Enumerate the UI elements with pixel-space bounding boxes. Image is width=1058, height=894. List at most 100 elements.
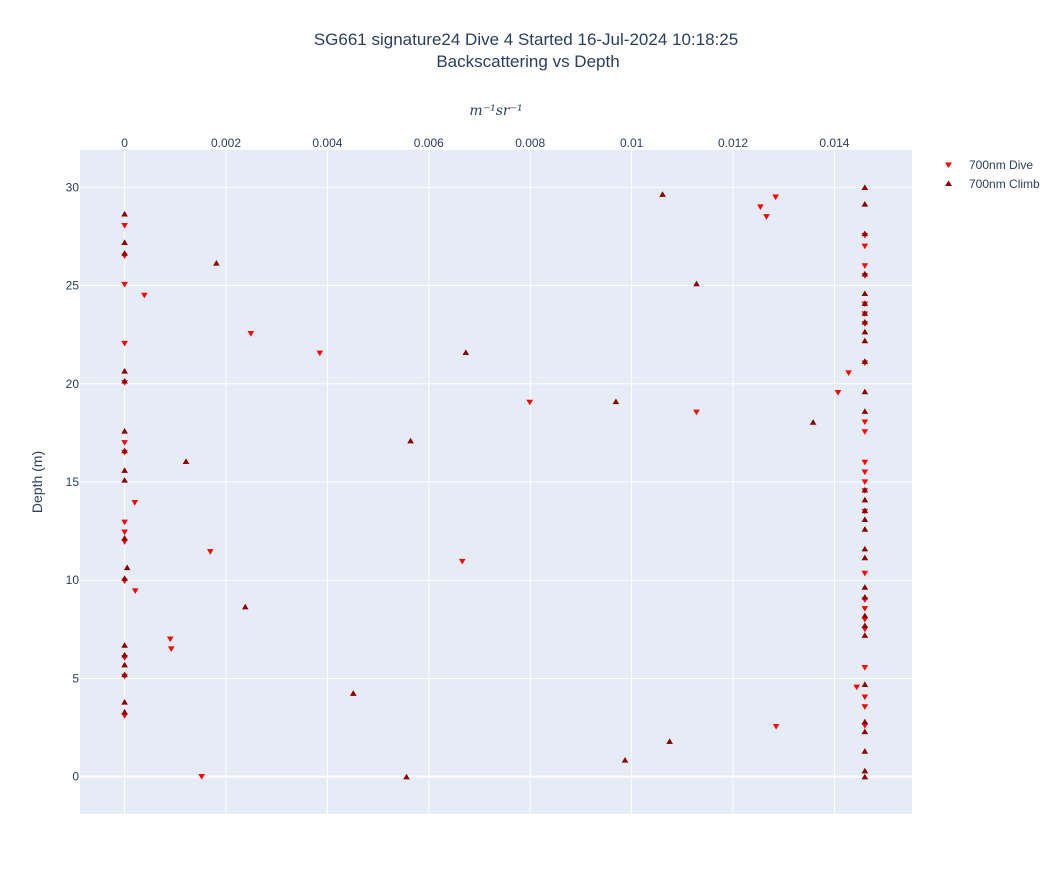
climb-marker <box>861 773 869 780</box>
legend-item-dive[interactable]: 700nm Dive <box>945 158 1033 172</box>
dive-marker <box>834 389 842 396</box>
dive-marker <box>861 263 869 269</box>
dive-marker <box>861 665 869 671</box>
climb-marker <box>861 681 869 687</box>
grid-lines <box>80 150 912 814</box>
climb-marker <box>861 358 869 364</box>
climb-marker <box>861 496 869 503</box>
dive-marker <box>141 292 148 299</box>
climb-marker <box>659 191 666 197</box>
dive-marker <box>861 626 869 633</box>
y-tick-label: 5 <box>72 671 79 685</box>
dive-marker <box>207 549 214 555</box>
dive-marker <box>247 331 255 337</box>
legend-climb-label: 700nm Climb <box>969 177 1040 191</box>
legend-climb-marker <box>945 180 952 186</box>
climb-marker <box>809 419 817 425</box>
climb-marker <box>121 250 128 256</box>
climb-marker <box>861 507 869 514</box>
dive-marker <box>121 222 128 229</box>
climb-marker <box>121 699 128 705</box>
climb-marker <box>407 437 414 444</box>
dive-marker <box>861 616 869 623</box>
x-axis-unit-label: m⁻¹sr⁻¹ <box>469 103 522 119</box>
dive-marker <box>757 204 764 210</box>
y-axis-ticks: 0 5 10 15 20 25 30 <box>66 180 80 783</box>
climb-marker <box>621 757 629 763</box>
climb-marker <box>121 651 128 658</box>
climb-marker <box>861 408 869 414</box>
chart-title-line-1: SG661 signature24 Dive 4 Started 16-Jul-… <box>314 30 738 49</box>
climb-marker <box>121 377 128 384</box>
climb-marker <box>861 516 869 522</box>
data-markers <box>121 184 869 780</box>
climb-marker <box>861 328 869 335</box>
dive-marker <box>861 722 869 729</box>
legend-dive-marker <box>945 162 952 168</box>
climb-marker <box>861 337 869 344</box>
dive-marker <box>121 529 128 536</box>
dive-marker <box>861 570 869 577</box>
x-tick-label: 0.01 <box>620 136 644 150</box>
climb-marker <box>693 280 700 287</box>
dive-marker <box>121 539 128 545</box>
climb-marker <box>861 270 869 277</box>
climb-marker <box>121 477 128 483</box>
x-tick-label: 0.008 <box>515 136 545 150</box>
climb-marker <box>121 575 128 581</box>
dive-marker <box>861 694 869 701</box>
dive-marker <box>861 429 869 435</box>
dive-marker <box>763 214 770 220</box>
climb-marker <box>861 290 869 297</box>
climb-marker <box>861 300 869 306</box>
climb-marker <box>121 239 128 245</box>
dive-marker <box>845 370 852 376</box>
climb-marker <box>861 486 869 493</box>
climb-marker <box>861 728 869 735</box>
climb-marker <box>861 310 869 316</box>
dive-marker <box>861 419 869 426</box>
climb-marker <box>861 622 869 629</box>
climb-marker <box>861 545 869 552</box>
legend[interactable]: 700nm Dive 700nm Climb <box>945 158 1040 191</box>
dive-marker <box>198 774 205 780</box>
climb-marker <box>182 458 190 465</box>
climb-marker <box>861 612 869 619</box>
y-tick-label: 0 <box>72 770 79 784</box>
dive-marker <box>861 243 869 250</box>
climb-marker <box>123 564 131 571</box>
dive-marker <box>772 194 779 201</box>
climb-marker <box>861 526 869 532</box>
climb-marker <box>861 767 869 774</box>
climb-marker <box>121 447 128 454</box>
dive-marker <box>861 469 869 476</box>
legend-item-climb[interactable]: 700nm Climb <box>945 177 1040 191</box>
dive-marker <box>458 558 466 565</box>
dive-marker <box>121 440 128 446</box>
climb-marker <box>861 388 869 395</box>
dive-marker <box>121 519 128 526</box>
x-tick-label: 0 <box>121 136 128 150</box>
climb-marker <box>861 201 869 207</box>
y-tick-label: 10 <box>66 573 80 587</box>
y-tick-label: 25 <box>66 279 80 293</box>
chart-title-line-2: Backscattering vs Depth <box>436 52 619 71</box>
x-tick-label: 0.002 <box>211 136 241 150</box>
y-tick-label: 30 <box>66 180 80 194</box>
climb-marker <box>861 184 869 190</box>
climb-marker <box>121 535 128 541</box>
dive-marker <box>853 684 861 691</box>
dive-marker <box>526 399 534 406</box>
dive-marker <box>772 723 780 730</box>
climb-marker <box>121 368 128 374</box>
legend-dive-label: 700nm Dive <box>969 158 1033 172</box>
climb-marker <box>121 708 128 715</box>
climb-marker <box>861 230 869 237</box>
climb-marker <box>861 318 869 325</box>
climb-marker <box>349 690 357 696</box>
y-tick-label: 15 <box>66 475 80 489</box>
climb-marker <box>121 427 128 434</box>
x-tick-label: 0.012 <box>718 136 748 150</box>
climb-marker <box>121 661 128 668</box>
dive-marker <box>167 646 175 652</box>
